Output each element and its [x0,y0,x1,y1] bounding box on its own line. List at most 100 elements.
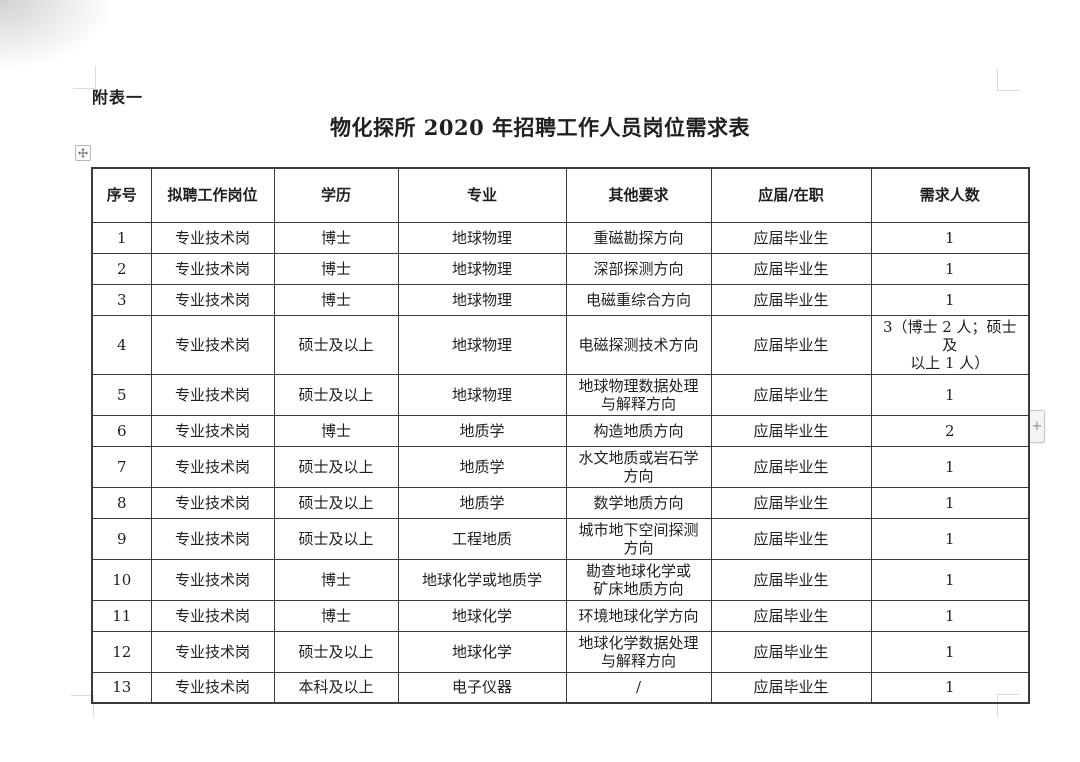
move-icon [78,148,88,158]
cell-grad-status: 应届毕业生 [710,558,872,601]
cell-other-requirements: 城市地下空间探测 方向 [565,517,712,560]
cell-other-requirements: 构造地质方向 [565,414,712,447]
table-row: 13 专业技术岗 本科及以上 电子仪器 / 应届毕业生 1 [91,671,1030,704]
cell-grad-status: 应届毕业生 [710,630,872,673]
cell-grad-status: 应届毕业生 [710,517,872,560]
table-row: 11 专业技术岗 博士 地球化学 环境地球化学方向 应届毕业生 1 [91,599,1030,632]
document-title: 物化探所 2020 年招聘工作人员岗位需求表 [329,115,751,140]
cell-education: 博士 [273,558,399,601]
cell-headcount: 1 [870,630,1030,673]
page-edge-shade [0,0,130,80]
cell-other-requirements: 数学地质方向 [565,486,712,519]
table-row: 2 专业技术岗 博士 地球物理 深部探测方向 应届毕业生 1 [91,252,1030,285]
cell-education: 硕士及以上 [273,517,399,560]
cell-index: 12 [91,630,152,673]
cell-position: 专业技术岗 [150,252,275,285]
cell-other-requirements: 地球化学数据处理 与解释方向 [565,630,712,673]
header-cell-education: 学历 [273,167,399,223]
cell-grad-status: 应届毕业生 [710,445,872,488]
cell-headcount: 1 [870,445,1030,488]
cell-grad-status: 应届毕业生 [710,671,872,704]
cell-index: 3 [91,283,152,316]
cell-position: 专业技术岗 [150,414,275,447]
cell-index: 7 [91,445,152,488]
table-row: 3 专业技术岗 博士 地球物理 电磁重综合方向 应届毕业生 1 [91,283,1030,316]
cell-index: 4 [91,314,152,375]
header-cell-grad-status: 应届/在职 [710,167,872,223]
text-boundary-mark-top-right [997,68,1020,91]
cell-headcount: 1 [870,486,1030,519]
cell-position: 专业技术岗 [150,373,275,416]
table-row: 8 专业技术岗 硕士及以上 地质学 数学地质方向 应届毕业生 1 [91,486,1030,519]
cell-major: 地球化学 [397,599,567,632]
cell-headcount: 1 [870,252,1030,285]
table-row: 7 专业技术岗 硕士及以上 地质学 水文地质或岩石学 方向 应届毕业生 1 [91,445,1030,488]
job-demand-table: 序号 拟聘工作岗位 学历 专业 其他要求 应届/在职 需求人数 1 专业技术岗 … [91,167,1030,704]
cell-index: 1 [91,221,152,254]
cell-headcount: 1 [870,373,1030,416]
cell-index: 6 [91,414,152,447]
cell-position: 专业技术岗 [150,671,275,704]
cell-position: 专业技术岗 [150,221,275,254]
cell-education: 博士 [273,414,399,447]
cell-position: 专业技术岗 [150,486,275,519]
header-cell-other-requirements: 其他要求 [565,167,712,223]
table-row: 6 专业技术岗 博士 地质学 构造地质方向 应届毕业生 2 [91,414,1030,447]
cell-position: 专业技术岗 [150,445,275,488]
cell-index: 8 [91,486,152,519]
cell-other-requirements: 勘查地球化学或 矿床地质方向 [565,558,712,601]
cell-index: 2 [91,252,152,285]
cell-major: 地球化学或地质学 [397,558,567,601]
cell-headcount: 1 [870,517,1030,560]
table-row: 10 专业技术岗 博士 地球化学或地质学 勘查地球化学或 矿床地质方向 应届毕业… [91,558,1030,601]
annex-label: 附表一 [92,88,144,107]
cell-major: 电子仪器 [397,671,567,704]
header-cell-position: 拟聘工作岗位 [150,167,275,223]
insert-button[interactable]: + [1029,410,1045,443]
cell-other-requirements: 环境地球化学方向 [565,599,712,632]
cell-position: 专业技术岗 [150,283,275,316]
cell-other-requirements: 电磁探测技术方向 [565,314,712,375]
cell-grad-status: 应届毕业生 [710,252,872,285]
table-row: 12 专业技术岗 硕士及以上 地球化学 地球化学数据处理 与解释方向 应届毕业生… [91,630,1030,673]
cell-index: 10 [91,558,152,601]
cell-major: 地球物理 [397,252,567,285]
cell-headcount: 1 [870,671,1030,704]
cell-grad-status: 应届毕业生 [710,414,872,447]
cell-headcount: 1 [870,283,1030,316]
header-cell-headcount: 需求人数 [870,167,1030,223]
cell-education: 本科及以上 [273,671,399,704]
cell-grad-status: 应届毕业生 [710,373,872,416]
cell-education: 博士 [273,252,399,285]
header-cell-major: 专业 [397,167,567,223]
cell-grad-status: 应届毕业生 [710,599,872,632]
cell-grad-status: 应届毕业生 [710,314,872,375]
cell-major: 地质学 [397,445,567,488]
cell-education: 博士 [273,221,399,254]
cell-major: 地球化学 [397,630,567,673]
header-cell-index: 序号 [91,167,152,223]
cell-major: 地球物理 [397,283,567,316]
cell-major: 地球物理 [397,221,567,254]
cell-education: 博士 [273,283,399,316]
cell-other-requirements: 深部探测方向 [565,252,712,285]
cell-headcount: 1 [870,221,1030,254]
table-move-handle[interactable] [75,145,91,161]
cell-index: 9 [91,517,152,560]
cell-position: 专业技术岗 [150,558,275,601]
cell-grad-status: 应届毕业生 [710,221,872,254]
table-row: 5 专业技术岗 硕士及以上 地球物理 地球物理数据处理 与解释方向 应届毕业生 … [91,373,1030,416]
cell-headcount: 3（博士 2 人；硕士及 以上 1 人） [870,314,1030,375]
cell-position: 专业技术岗 [150,517,275,560]
cell-grad-status: 应届毕业生 [710,283,872,316]
cell-headcount: 1 [870,558,1030,601]
cell-major: 地质学 [397,486,567,519]
cell-headcount: 2 [870,414,1030,447]
table-row: 4 专业技术岗 硕士及以上 地球物理 电磁探测技术方向 应届毕业生 3（博士 2… [91,314,1030,375]
cell-index: 13 [91,671,152,704]
cell-education: 硕士及以上 [273,630,399,673]
cell-position: 专业技术岗 [150,314,275,375]
cell-other-requirements: 地球物理数据处理 与解释方向 [565,373,712,416]
table-body: 1 专业技术岗 博士 地球物理 重磁勘探方向 应届毕业生 1 2 专业技术岗 博… [91,221,1030,704]
cell-education: 硕士及以上 [273,486,399,519]
